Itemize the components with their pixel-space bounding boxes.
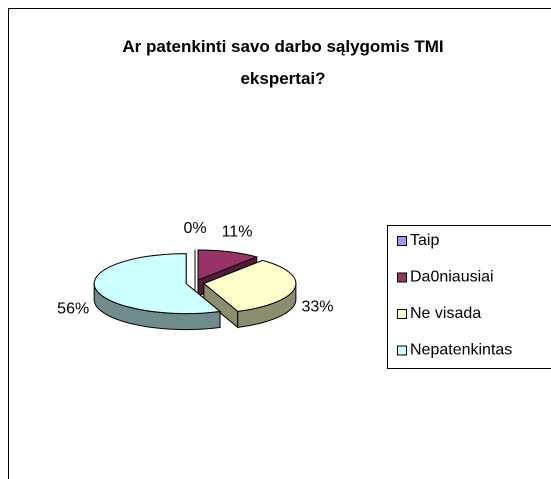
chart-title: Ar patenkinti savo darbo sąlygomis TMI ek… [122,37,443,88]
legend: Taip Da0niausiai Ne visada Nepatenkintas [387,225,551,369]
legend-box [387,225,551,369]
data-label: 11% [222,223,253,240]
legend-label: Taip [410,232,439,249]
data-label: 0% [183,220,206,237]
data-label: 33% [301,299,333,316]
legend-swatch [397,236,407,246]
legend-label: Nepatenkintas [410,342,512,359]
legend-swatch [397,345,407,356]
slice [197,249,259,281]
slice [202,259,297,312]
slice [93,253,222,315]
legend-swatch [397,272,407,283]
data-labels: 0% 11% 33% 56% [57,220,333,317]
legend-swatch [397,309,407,319]
legend-label: Da0niausiai [410,269,494,286]
slice-tops [93,249,297,315]
legend-label: Ne visada [410,305,481,322]
data-label: 56% [57,300,89,317]
